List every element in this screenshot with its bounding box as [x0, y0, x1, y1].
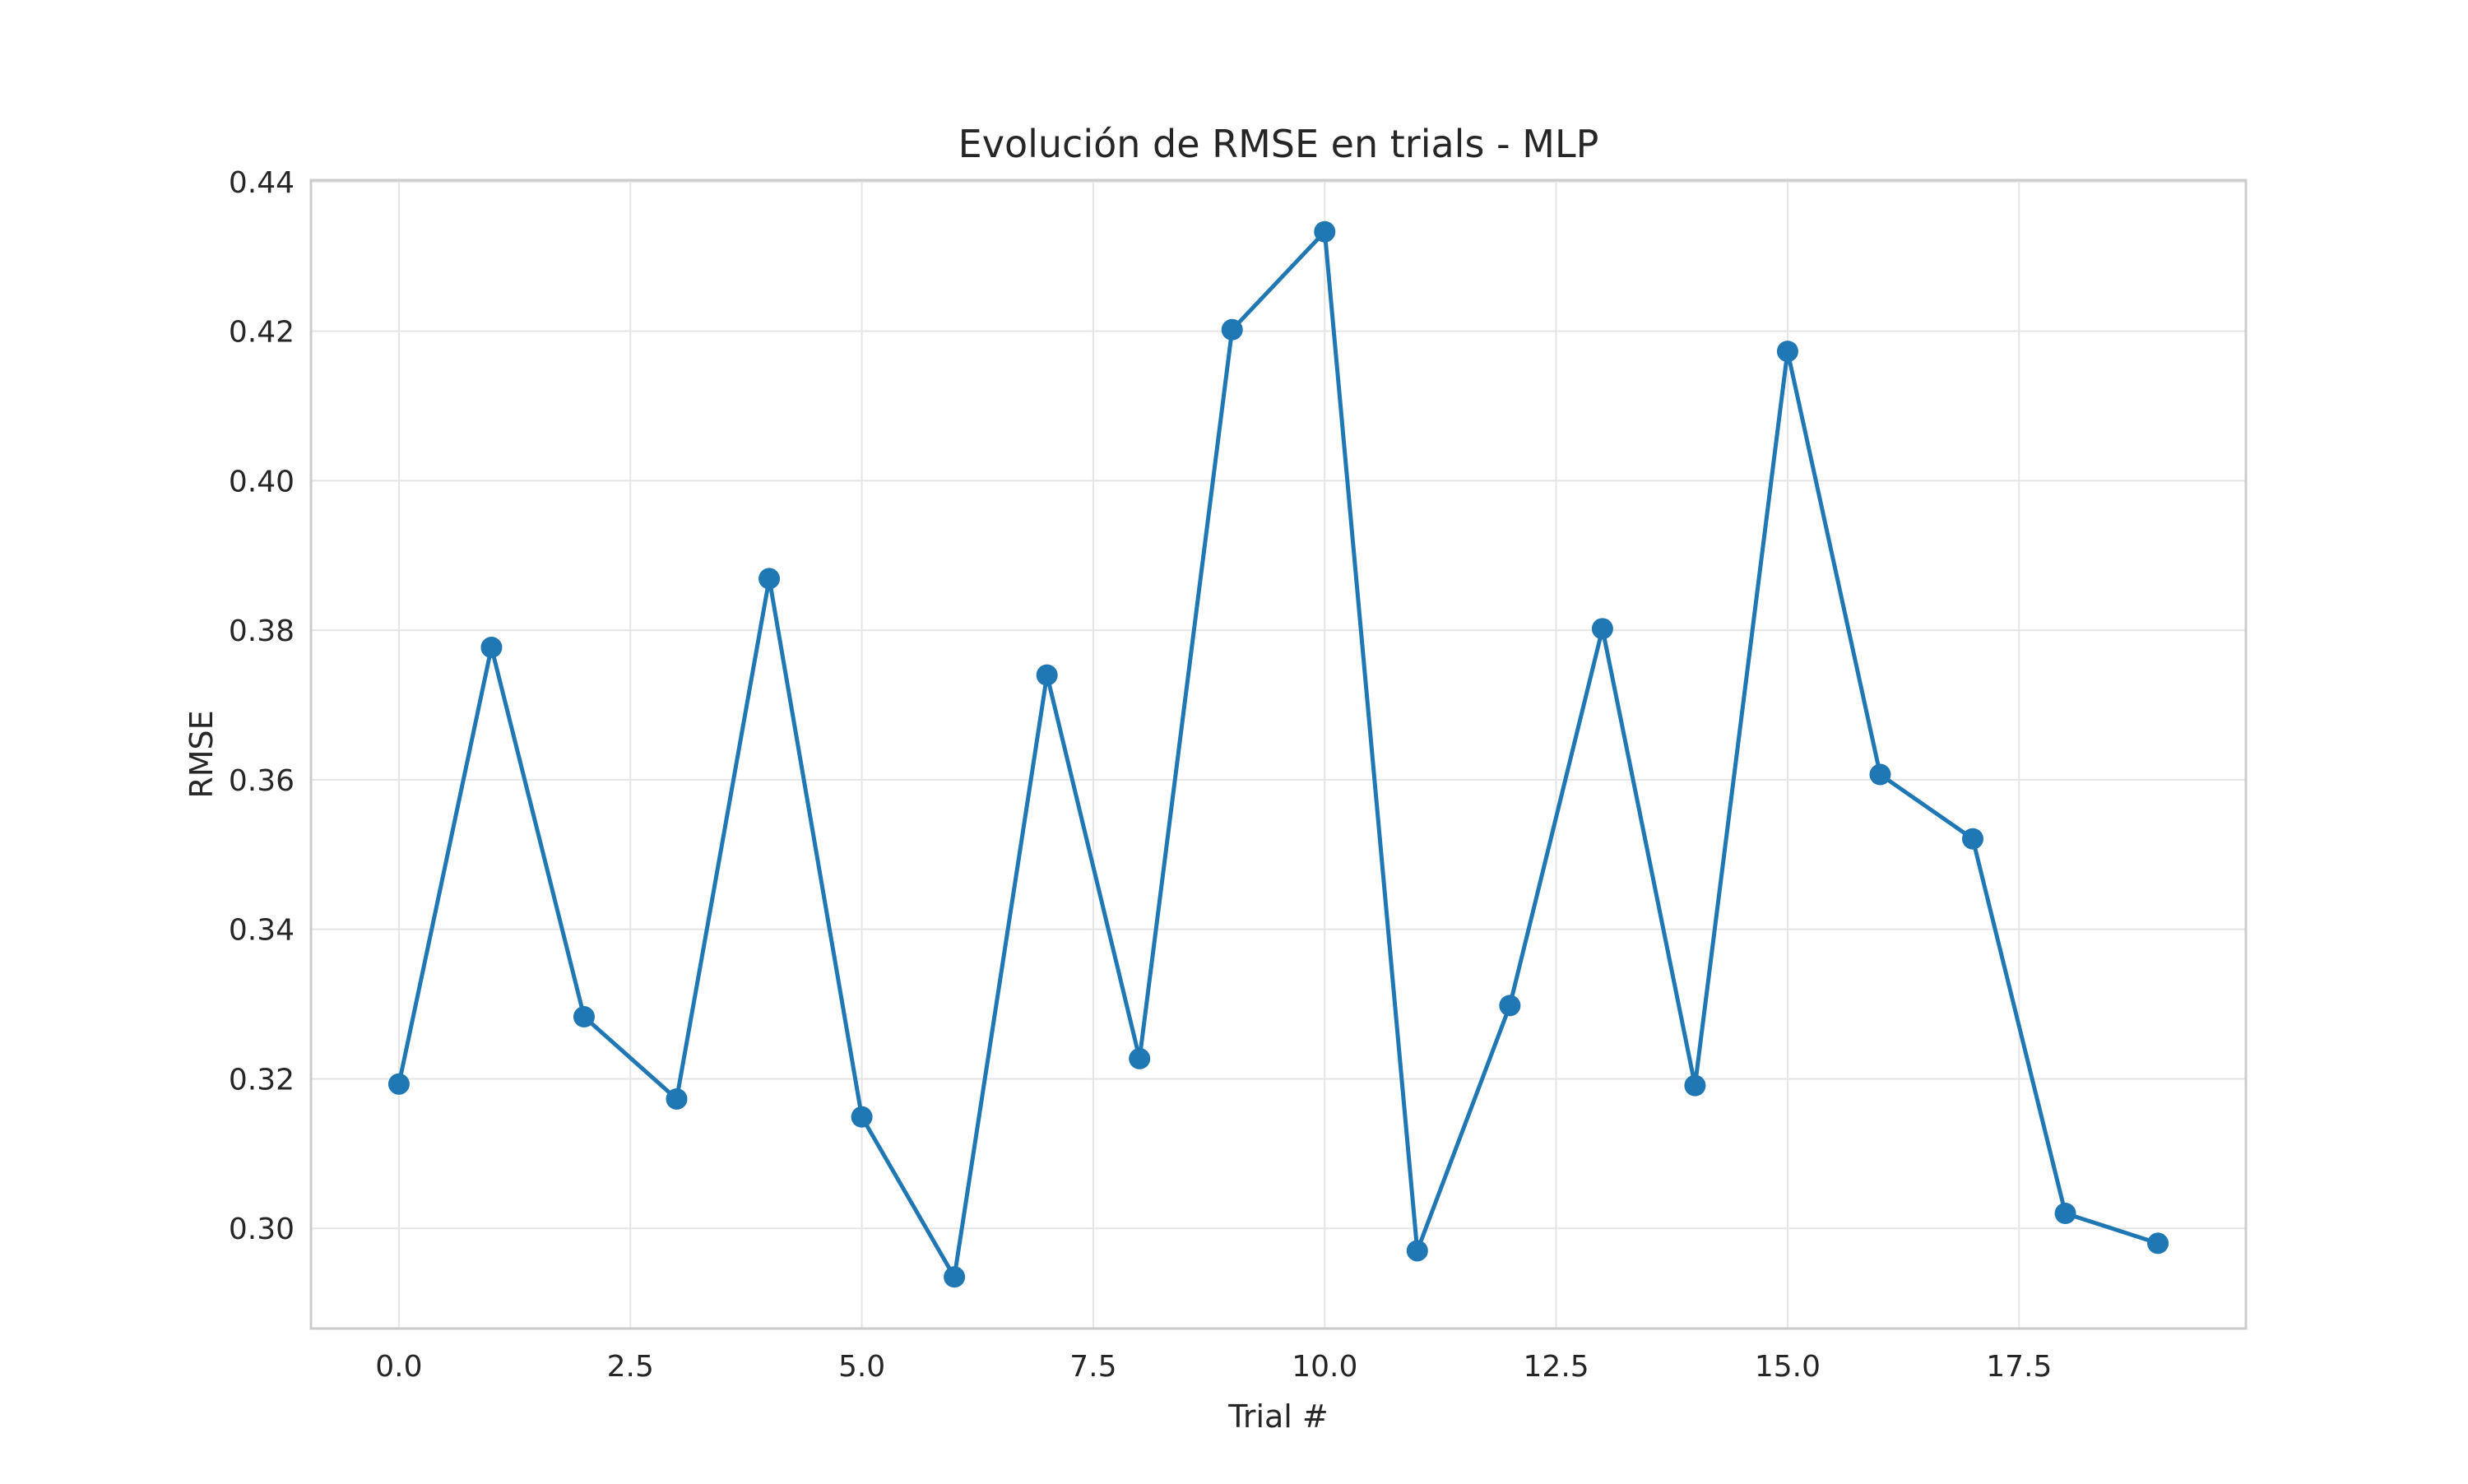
y-tick-label: 0.40 [229, 465, 295, 499]
data-point [851, 1106, 873, 1128]
data-point [1499, 995, 1521, 1017]
data-point [944, 1266, 966, 1288]
data-point [387, 1073, 410, 1095]
y-tick-label: 0.30 [229, 1213, 295, 1246]
x-tick-label: 10.0 [1292, 1350, 1357, 1384]
data-point [758, 568, 781, 590]
x-tick-label: 17.5 [1986, 1350, 2052, 1384]
y-axis-label: RMSE [183, 710, 220, 798]
chart-title: Evolución de RMSE en trials - MLP [958, 122, 1599, 166]
data-point [2054, 1203, 2076, 1225]
data-point [1036, 664, 1058, 686]
data-point [2147, 1232, 2169, 1254]
x-axis-label: Trial # [1227, 1398, 1329, 1435]
series-line [397, 230, 2160, 1279]
plot-frame [309, 179, 2248, 1330]
data-point [1314, 220, 1336, 243]
data-point [1684, 1074, 1706, 1097]
y-tick-label: 0.32 [229, 1063, 295, 1097]
data-point [1591, 618, 1613, 640]
y-tick-label: 0.38 [229, 614, 295, 648]
data-point [1962, 828, 1984, 850]
grid [311, 180, 2246, 1329]
x-tick-label: 12.5 [1524, 1350, 1589, 1384]
x-tick-label: 15.0 [1755, 1350, 1821, 1384]
x-tick-label: 2.5 [607, 1350, 654, 1384]
data-point [480, 637, 503, 659]
y-tick-label: 0.36 [229, 764, 295, 798]
y-tick-label: 0.44 [229, 166, 295, 200]
data-point [666, 1087, 688, 1110]
data-point [573, 1006, 595, 1028]
data-point [1406, 1240, 1428, 1262]
y-axis-ticks: 0.30 0.32 0.34 0.36 0.38 0.40 0.42 0.44 [229, 166, 295, 1246]
y-tick-label: 0.42 [229, 316, 295, 350]
x-tick-label: 0.0 [375, 1350, 422, 1384]
y-tick-label: 0.34 [229, 914, 295, 948]
x-tick-label: 7.5 [1069, 1350, 1116, 1384]
x-axis-ticks: 0.0 2.5 5.0 7.5 10.0 12.5 15.0 17.5 [375, 1350, 2052, 1384]
data-point [1129, 1047, 1151, 1069]
x-tick-label: 5.0 [838, 1350, 885, 1384]
data-point [1221, 318, 1243, 341]
series-layer [387, 220, 2169, 1288]
data-point [1776, 341, 1798, 363]
data-point [1869, 763, 1891, 786]
